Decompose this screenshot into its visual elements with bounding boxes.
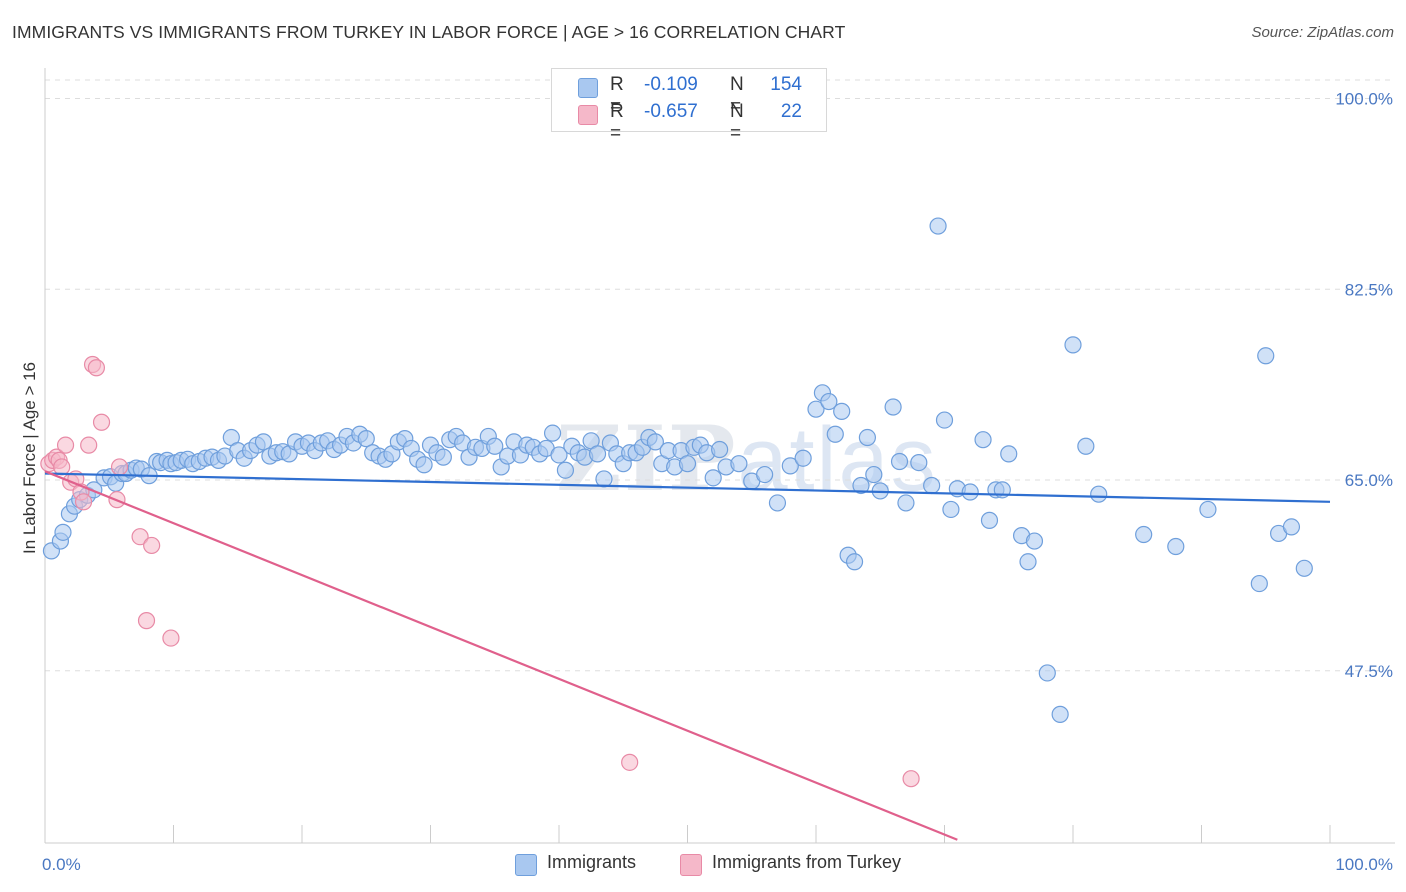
legend-n-value: 154 [770, 74, 802, 95]
bottom-legend-swatch-blue [515, 854, 537, 876]
grid-lines [45, 79, 1395, 672]
turkey-point-18 [143, 536, 161, 555]
immigrants-point-141 [1019, 553, 1037, 571]
legend-r-value: -0.657 [644, 101, 698, 122]
turkey-point-5 [56, 436, 75, 454]
x-axis-ticks [173, 825, 1331, 843]
turkey-point-10 [80, 436, 98, 454]
immigrants-point-152 [1257, 347, 1275, 365]
immigrants-point-122 [858, 428, 877, 447]
correlation-legend: R = -0.109 N = 154 R = -0.657 N = 22 [551, 68, 827, 144]
immigrants-point-143 [1038, 664, 1056, 682]
turkey-point-16 [131, 528, 149, 546]
y-tick-label-2: 82.5% [1345, 280, 1393, 299]
legend-n-label: N = [730, 74, 744, 117]
immigrants-point-146 [1077, 437, 1095, 455]
immigrants-point-155 [1295, 559, 1313, 577]
immigrants-point-63 [434, 448, 452, 466]
immigrants-point-135 [974, 431, 992, 449]
immigrants-point-88 [595, 470, 613, 488]
legend-r-label: R = [610, 101, 624, 144]
immigrants-point-148 [1135, 525, 1153, 544]
immigrants-point-2 [54, 523, 72, 541]
immigrants-point-131 [935, 411, 954, 429]
chart-title: IMMIGRANTS VS IMMIGRANTS FROM TURKEY IN … [12, 22, 846, 42]
immigrants-point-71 [486, 437, 504, 455]
immigrants-point-81 [550, 446, 568, 464]
immigrants-point-130 [929, 217, 947, 235]
immigrants-point-150 [1199, 500, 1217, 519]
immigrants-point-112 [781, 457, 799, 475]
y-tick-label-3: 100.0% [1335, 90, 1393, 109]
y-axis-label: In Labor Force | Age > 16 [20, 362, 39, 554]
turkey-point-20 [621, 753, 639, 771]
immigrants-point-51 [357, 430, 375, 448]
immigrants-point-101 [678, 455, 697, 473]
turkey-point-19 [162, 629, 180, 647]
immigrants-point-114 [807, 400, 825, 418]
x-tick-label-min: 0.0% [42, 855, 81, 874]
immigrants-point-113 [794, 449, 812, 467]
turkey-point-12 [87, 359, 106, 377]
immigrants-point-132 [942, 500, 960, 519]
immigrants-point-142 [1025, 532, 1044, 550]
immigrants-point-82 [556, 461, 575, 479]
immigrants-trend-line [44, 472, 1331, 503]
immigrants-point-149 [1167, 537, 1185, 556]
source-label: Source: ZipAtlas.com [1251, 24, 1394, 41]
bottom-legend-swatch-pink [680, 854, 702, 876]
immigrants-point-117 [826, 425, 844, 443]
immigrants-points [42, 217, 1313, 723]
turkey-points [40, 355, 920, 788]
immigrants-point-144 [1051, 705, 1069, 723]
immigrants-point-110 [755, 465, 774, 484]
immigrants-point-121 [852, 476, 870, 495]
x-tick-label-max: 100.0% [1335, 855, 1393, 874]
immigrants-point-154 [1282, 518, 1301, 536]
immigrants-point-151 [1250, 574, 1268, 593]
immigrants-point-35 [254, 433, 273, 451]
turkey-point-4 [53, 458, 71, 476]
legend-r-value: -0.109 [644, 74, 698, 95]
immigrants-point-120 [845, 553, 864, 571]
immigrants-point-118 [833, 402, 851, 420]
legend-swatch-pink [578, 105, 598, 125]
turkey-point-15 [110, 458, 129, 476]
immigrants-point-108 [730, 455, 748, 473]
immigrants-point-106 [711, 440, 729, 459]
immigrants-point-80 [543, 424, 562, 442]
turkey-trend-line [44, 470, 958, 841]
bottom-legend-label: Immigrants from Turkey [712, 852, 902, 872]
immigrants-point-147 [1090, 485, 1108, 503]
immigrants-point-125 [884, 398, 902, 416]
immigrants-point-127 [897, 494, 915, 512]
turkey-point-17 [137, 612, 156, 630]
immigrants-point-96 [646, 433, 664, 451]
immigrants-point-116 [820, 392, 838, 411]
immigrants-point-128 [910, 453, 928, 472]
immigrants-point-136 [980, 511, 999, 529]
legend-r-label: R = [610, 74, 624, 117]
immigrants-point-105 [704, 469, 722, 487]
turkey-point-13 [92, 413, 111, 431]
immigrants-point-111 [768, 494, 787, 512]
y-tick-label-1: 65.0% [1345, 471, 1393, 490]
y-axis-tick-labels: 47.5% 65.0% 82.5% 100.0% [1335, 90, 1393, 681]
bottom-legend-label: Immigrants [547, 852, 637, 872]
immigrants-point-145 [1064, 336, 1082, 354]
turkey-point-21 [902, 770, 920, 788]
immigrants-point-60 [415, 456, 433, 474]
legend-swatch-blue [578, 78, 598, 98]
y-tick-label-0: 47.5% [1345, 662, 1393, 681]
immigrants-point-87 [588, 445, 607, 463]
immigrants-point-126 [890, 452, 909, 471]
turkey-point-9 [74, 493, 93, 511]
immigrants-point-134 [961, 483, 979, 501]
immigrants-point-139 [1000, 445, 1018, 463]
legend-n-label: N = [730, 101, 744, 144]
immigrants-point-123 [865, 465, 883, 484]
immigrants-point-129 [923, 476, 941, 495]
legend-n-value: 22 [780, 101, 802, 122]
